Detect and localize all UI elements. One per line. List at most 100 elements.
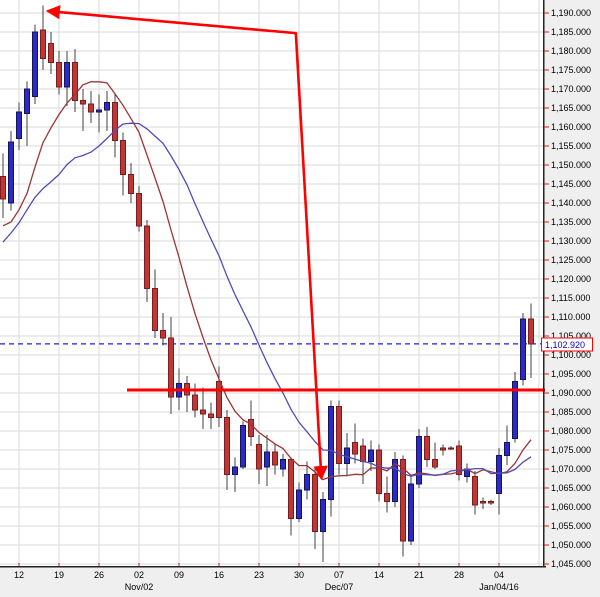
candle (528, 303, 534, 378)
candle (160, 313, 166, 346)
candle (432, 442, 438, 469)
date-tick-label: 12 (14, 570, 24, 580)
time-axis[interactable]: 12 19 26 02 09 16 23 30 07 14 21 28 04 Nov/02 Dec/07 Ja… (14, 563, 519, 592)
candle-body-up (304, 474, 310, 491)
current-price-tag: 1,102.920 (541, 337, 593, 352)
date-tick-label: 26 (94, 570, 104, 580)
candle (440, 444, 446, 456)
candle-body-up (280, 459, 286, 470)
price-tick-label: 1,055.000 (551, 521, 591, 531)
candle (88, 90, 94, 124)
price-tick-label: 1,075.000 (551, 445, 591, 455)
candle (72, 49, 78, 112)
candle (384, 476, 390, 513)
candle (168, 317, 174, 414)
candle (392, 451, 398, 507)
price-tick-label: 1,050.000 (551, 540, 591, 550)
price-tick-label: 1,085.000 (551, 407, 591, 417)
candle-body-up (416, 436, 422, 485)
candle-body-up (32, 31, 38, 98)
candle (56, 51, 62, 95)
candle-body-down (216, 381, 222, 419)
candle-body-down (272, 451, 278, 466)
price-tick-label: 1,065.000 (551, 483, 591, 493)
price-axis[interactable]: 1,190.000 1,185.000 1,180.000 1,175.000 1,17… (544, 8, 591, 569)
candle (264, 434, 270, 487)
price-tick-label: 1,145.000 (551, 179, 591, 189)
candle-body-down (80, 99, 86, 105)
candle (232, 457, 238, 492)
candle (320, 491, 326, 563)
price-tick-label: 1,130.000 (551, 236, 591, 246)
candle-body-up (320, 498, 326, 533)
candle (64, 51, 70, 107)
candle (472, 470, 478, 515)
candle-body-down (152, 288, 158, 331)
price-tick-label: 1,160.000 (551, 122, 591, 132)
candles-layer (0, 5, 534, 563)
candle (224, 410, 230, 490)
date-tick-label: 30 (294, 570, 304, 580)
candle (504, 425, 510, 466)
candle (24, 81, 30, 146)
price-tick-label: 1,060.000 (551, 502, 591, 512)
candle (248, 400, 254, 447)
price-tick-label: 1,135.000 (551, 217, 591, 227)
candle (496, 448, 502, 515)
candle-body-down (48, 42, 54, 63)
candle (296, 482, 302, 523)
price-tick-label: 1,090.000 (551, 388, 591, 398)
candle-body-down (128, 174, 134, 194)
candle-body-up (408, 483, 414, 542)
candle-body-down (352, 441, 358, 455)
price-tick-label: 1,080.000 (551, 426, 591, 436)
date-tick-label: 02 (134, 570, 144, 580)
candle (104, 90, 110, 131)
candle (376, 444, 382, 502)
candle (424, 427, 430, 468)
candle (8, 130, 14, 211)
price-tick-label: 1,175.000 (551, 65, 591, 75)
candle-body-up (328, 405, 334, 500)
date-tick-label: 23 (254, 570, 264, 580)
candle (408, 474, 414, 545)
candle-body-down (0, 175, 6, 200)
candle-body-up (240, 424, 246, 468)
annotations-layer[interactable] (45, 5, 545, 481)
candle-body-down (480, 500, 486, 504)
candle (488, 499, 494, 506)
price-tick-label: 1,070.000 (551, 464, 591, 474)
candle (400, 455, 406, 557)
candle (40, 5, 46, 70)
candle-body-up (104, 101, 110, 111)
date-tick-label: 21 (414, 570, 424, 580)
candle-body-down (72, 61, 78, 101)
candle-body-up (496, 455, 502, 495)
trend-arrow-upper[interactable] (45, 5, 296, 35)
date-tick-label: 14 (374, 570, 384, 580)
candle-body-up (64, 61, 70, 88)
candle (152, 269, 158, 338)
current-price-tag-box (541, 337, 593, 352)
candle-body-down (400, 459, 406, 542)
candle (256, 434, 262, 485)
candle-body-down (336, 405, 342, 464)
candle-body-down (472, 476, 478, 506)
candle-body-up (96, 109, 102, 113)
plot-background (0, 0, 543, 566)
price-tick-label: 1,140.000 (551, 198, 591, 208)
candle (136, 185, 142, 232)
current-price-label: 1,102.920 (545, 340, 585, 350)
candle-body-down (160, 329, 166, 339)
candle (96, 94, 102, 133)
candle-body-down (440, 447, 446, 451)
candle (352, 423, 358, 464)
price-tick-label: 1,045.000 (551, 559, 591, 569)
trend-arrow-vertical[interactable] (294, 32, 328, 481)
candle-body-down (56, 61, 62, 88)
candle (480, 497, 486, 509)
candle-body-up (512, 381, 518, 440)
price-tick-label: 1,105.000 (551, 331, 591, 341)
